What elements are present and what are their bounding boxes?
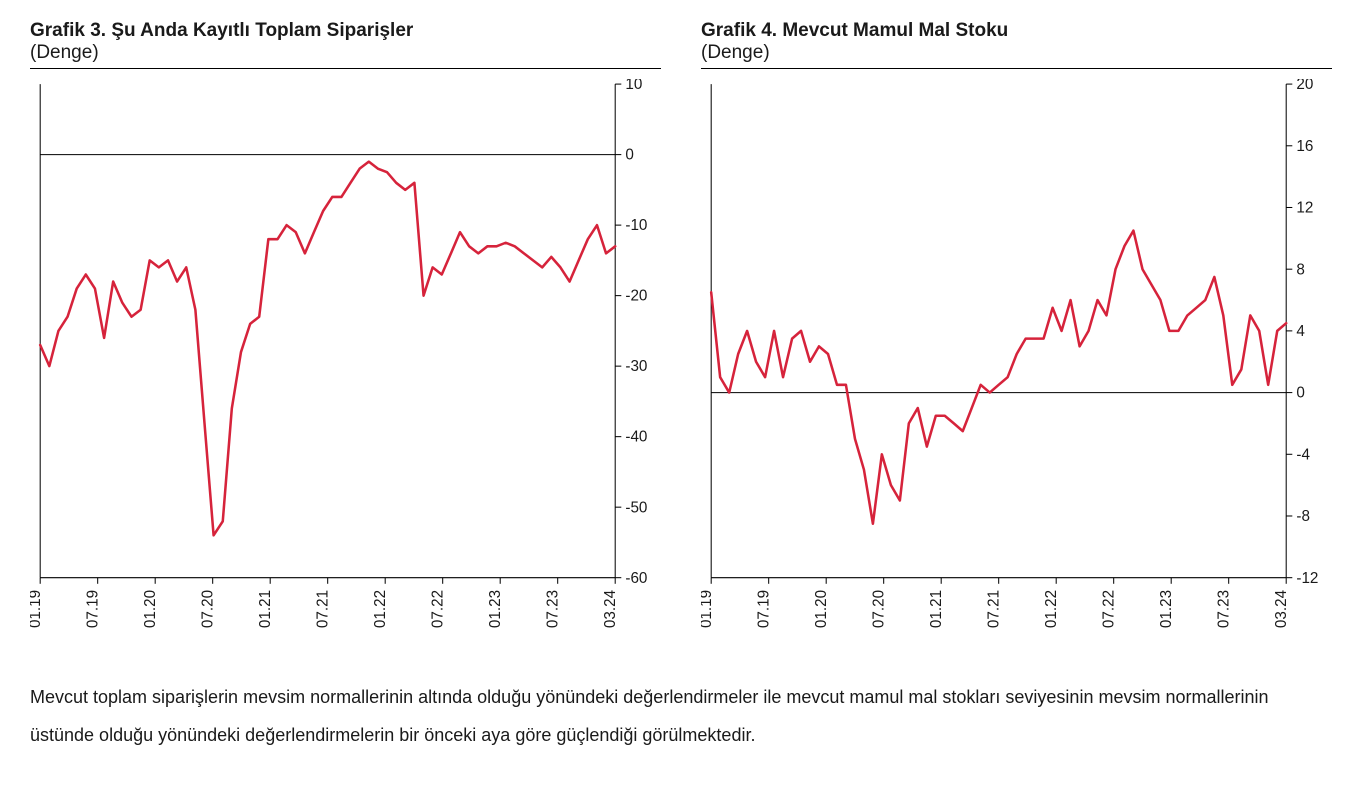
chart4-block: Grafik 4. Mevcut Mamul Mal Stoku (Denge)… — [701, 20, 1332, 649]
svg-text:01.23: 01.23 — [487, 590, 504, 628]
svg-text:07.19: 07.19 — [756, 590, 773, 628]
svg-text:01.22: 01.22 — [372, 590, 389, 628]
chart3-subtitle: (Denge) — [30, 42, 661, 64]
svg-text:20: 20 — [1296, 79, 1313, 93]
svg-text:07.23: 07.23 — [545, 590, 562, 628]
chart4-subtitle: (Denge) — [701, 42, 1332, 64]
chart3-block: Grafik 3. Şu Anda Kayıtlı Toplam Sipariş… — [30, 20, 661, 649]
svg-text:01.19: 01.19 — [30, 590, 44, 628]
svg-text:07.21: 07.21 — [315, 590, 332, 628]
svg-text:07.20: 07.20 — [200, 590, 217, 628]
svg-text:01.21: 01.21 — [928, 590, 945, 628]
svg-text:-20: -20 — [625, 288, 647, 305]
svg-text:01.23: 01.23 — [1158, 590, 1175, 628]
chart4-title: Grafik 4. Mevcut Mamul Mal Stoku — [701, 20, 1332, 42]
svg-text:-30: -30 — [625, 358, 647, 375]
chart3-title: Grafik 3. Şu Anda Kayıtlı Toplam Sipariş… — [30, 20, 661, 42]
charts-row: Grafik 3. Şu Anda Kayıtlı Toplam Sipariş… — [30, 20, 1332, 649]
svg-text:01.19: 01.19 — [701, 590, 715, 628]
svg-text:01.22: 01.22 — [1043, 590, 1060, 628]
svg-text:01.20: 01.20 — [813, 590, 830, 628]
chart4-svg: 20 16 12 8 4 0 -4 -8 -12 01.19 07.19 01.20 07.20 01.2… — [701, 79, 1332, 649]
svg-text:8: 8 — [1296, 261, 1304, 278]
svg-text:-50: -50 — [625, 499, 647, 516]
svg-text:07.23: 07.23 — [1216, 590, 1233, 628]
svg-text:07.22: 07.22 — [430, 590, 447, 628]
svg-text:0: 0 — [1296, 385, 1304, 402]
svg-text:-12: -12 — [1296, 570, 1318, 587]
svg-text:07.19: 07.19 — [85, 590, 102, 628]
svg-text:16: 16 — [1296, 138, 1313, 155]
chart4-title-rule — [701, 68, 1332, 69]
svg-text:12: 12 — [1296, 200, 1313, 217]
caption-text: Mevcut toplam siparişlerin mevsim normal… — [30, 679, 1332, 755]
svg-text:-10: -10 — [625, 217, 647, 234]
svg-text:07.22: 07.22 — [1101, 590, 1118, 628]
chart3-title-rule — [30, 68, 661, 69]
svg-text:01.21: 01.21 — [257, 590, 274, 628]
chart3-svg: 10 0 -10 -20 -30 -40 -50 -60 01.19 07.19 01.20 07.2… — [30, 79, 661, 649]
svg-text:-60: -60 — [625, 570, 647, 587]
svg-text:-40: -40 — [625, 429, 647, 446]
svg-text:01.20: 01.20 — [142, 590, 159, 628]
svg-text:10: 10 — [625, 79, 642, 93]
svg-text:0: 0 — [625, 147, 633, 164]
svg-text:07.20: 07.20 — [871, 590, 888, 628]
svg-text:07.21: 07.21 — [986, 590, 1003, 628]
svg-text:03.24: 03.24 — [602, 589, 619, 628]
svg-text:-4: -4 — [1296, 446, 1310, 463]
svg-text:-8: -8 — [1296, 508, 1310, 525]
svg-text:4: 4 — [1296, 323, 1305, 340]
svg-text:03.24: 03.24 — [1273, 589, 1290, 628]
